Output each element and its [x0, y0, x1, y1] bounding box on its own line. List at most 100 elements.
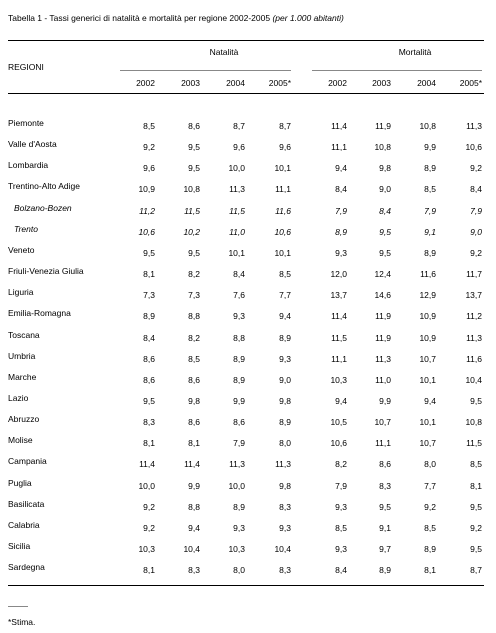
rate-cell: 9,2 [143, 501, 155, 512]
rate-cell: 8,3 [188, 565, 200, 576]
rate-cell: 8,3 [143, 417, 155, 428]
rate-cell: 9,9 [379, 395, 391, 406]
rate-cell: 9,8 [279, 480, 291, 491]
rate-cell: 7,3 [188, 290, 200, 301]
rate-cell: 10,7 [374, 417, 391, 428]
year-header: 2003 [372, 78, 391, 88]
year-header: 2002 [328, 78, 347, 88]
rate-cell: 8,9 [424, 163, 436, 174]
rate-cell: 8,1 [143, 565, 155, 576]
rate-cell: 11,6 [275, 205, 291, 216]
rate-cell: 9,4 [279, 311, 291, 322]
title-note: (per 1.000 abitanti) [272, 13, 344, 23]
rate-cell: 11,4 [331, 121, 347, 131]
rate-cell: 10,3 [330, 374, 347, 385]
region-label: Abruzzo [8, 414, 40, 425]
rate-cell: 8,7 [233, 121, 245, 131]
rate-cell: 8,2 [335, 459, 347, 470]
rate-cell: 9,5 [470, 544, 482, 554]
region-label: Piemonte [8, 118, 44, 128]
rate-cell: 8,7 [279, 121, 291, 131]
rate-cell: 10,9 [419, 332, 436, 343]
rate-cell: 8,3 [279, 501, 291, 512]
rate-cell: 10,4 [465, 374, 482, 385]
rate-cell: 10,9 [138, 184, 155, 195]
rate-cell: 9,3 [335, 501, 347, 512]
rate-cell: 9,5 [379, 226, 391, 237]
rate-cell: 10,2 [183, 226, 200, 237]
rate-cell: 10,6 [138, 226, 155, 237]
group-header: Natalità [209, 47, 239, 57]
row-header: REGIONI [8, 62, 44, 72]
rate-cell: 8,9 [279, 417, 291, 428]
rate-cell: 9,6 [143, 163, 155, 174]
rate-cell: 9,9 [424, 142, 436, 153]
rate-cell: 9,5 [188, 247, 200, 258]
rate-cell: 9,0 [279, 374, 291, 385]
rate-cell: 9,9 [188, 480, 200, 491]
rate-cell: 8,5 [279, 269, 291, 280]
rate-cell: 11,3 [466, 332, 482, 343]
rate-cell: 11,2 [466, 311, 482, 322]
rate-cell: 8,1 [143, 438, 155, 449]
rate-cell: 8,3 [279, 565, 291, 576]
region-label: Friuli-Venezia Giulia [8, 266, 84, 277]
region-label: Bolzano-Bozen [14, 202, 72, 213]
rate-cell: 8,6 [188, 374, 200, 385]
rate-cell: 9,2 [470, 163, 482, 174]
rate-cell: 7,7 [279, 290, 291, 301]
rate-cell: 10,6 [274, 226, 291, 237]
rate-cell: 9,2 [424, 501, 436, 512]
rate-cell: 11,3 [229, 459, 245, 470]
rate-cell: 7,7 [424, 480, 436, 491]
region-label: Basilicata [8, 498, 45, 509]
rate-cell: 10,0 [138, 480, 155, 491]
rate-cell: 9,9 [233, 395, 245, 406]
rate-cell: 11,6 [420, 269, 436, 280]
rate-cell: 9,2 [143, 522, 155, 533]
rate-cell: 9,5 [143, 247, 155, 258]
rate-cell: 9,3 [279, 353, 291, 364]
region-label: Trentino-Alto Adige [8, 181, 80, 192]
rate-cell: 8,4 [233, 269, 245, 280]
year-header: 2003 [181, 78, 200, 88]
title-main: Tabella 1 - Tassi generici di natalità e… [8, 13, 271, 23]
rate-cell: 9,2 [143, 142, 155, 153]
rate-cell: 10,4 [274, 544, 291, 554]
rate-cell: 11,1 [375, 438, 391, 449]
rate-cell: 9,3 [335, 544, 347, 554]
rate-cell: 8,6 [143, 374, 155, 385]
rate-cell: 11,4 [184, 459, 200, 470]
rate-cell: 9,3 [335, 247, 347, 258]
rate-cell: 10,3 [228, 544, 245, 554]
rate-cell: 8,2 [188, 332, 200, 343]
rate-cell: 9,0 [379, 184, 391, 195]
rate-cell: 9,3 [279, 522, 291, 533]
rate-cell: 7,9 [424, 205, 436, 216]
rate-cell: 7,9 [470, 205, 482, 216]
rate-cell: 8,1 [424, 565, 436, 576]
rate-cell: 8,9 [379, 565, 391, 576]
rate-cell: 9,8 [379, 163, 391, 174]
rate-cell: 12,0 [330, 269, 347, 280]
rate-cell: 11,1 [331, 353, 347, 364]
rate-cell: 8,6 [143, 353, 155, 364]
rate-cell: 8,9 [279, 332, 291, 343]
rate-cell: 9,7 [379, 544, 391, 554]
rate-cell: 8,9 [424, 544, 436, 554]
rate-cell: 7,3 [143, 290, 155, 301]
rate-cell: 11,2 [139, 205, 155, 216]
rate-cell: 8,9 [233, 353, 245, 364]
rate-cell: 8,9 [424, 247, 436, 258]
footnote: *Stima. [8, 617, 36, 627]
bottom-rule [8, 585, 484, 586]
rate-cell: 8,5 [424, 522, 436, 533]
rate-cell: 11,9 [375, 121, 391, 131]
rate-cell: 10,3 [138, 544, 155, 554]
rate-cell: 10,6 [330, 438, 347, 449]
region-label: Umbria [8, 350, 36, 361]
rate-cell: 9,2 [470, 522, 482, 533]
rate-cell: 11,3 [229, 184, 245, 195]
region-label: Molise [8, 435, 33, 446]
rate-cell: 11,0 [229, 226, 245, 237]
